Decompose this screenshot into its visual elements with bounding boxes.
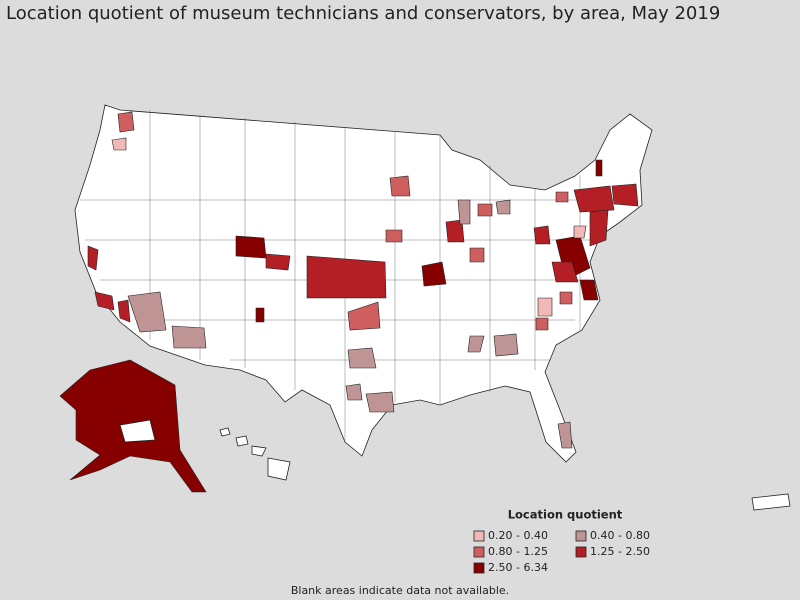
area xyxy=(493,333,519,357)
area xyxy=(127,291,167,333)
area xyxy=(385,229,403,243)
hawaii xyxy=(219,427,291,481)
legend: 0.20 - 0.40 0.40 - 0.80 0.80 - 1.25 1.25 - … xyxy=(473,529,650,574)
area xyxy=(537,297,553,317)
area xyxy=(117,299,131,323)
area xyxy=(595,159,603,177)
area xyxy=(469,247,485,263)
legend-swatch xyxy=(473,546,485,558)
area xyxy=(306,255,387,299)
legend-title: Location quotient xyxy=(508,508,623,522)
map-title: Location quotient of museum technicians … xyxy=(6,3,720,24)
legend-label: 0.80 - 1.25 xyxy=(488,545,548,558)
area xyxy=(87,245,99,271)
area xyxy=(94,291,115,311)
area xyxy=(347,301,381,331)
legend-label: 0.40 - 0.80 xyxy=(590,529,650,542)
puerto-rico xyxy=(751,493,791,511)
area xyxy=(495,199,511,215)
area xyxy=(389,175,411,197)
legend-swatch xyxy=(473,530,485,542)
legend-label: 0.20 - 0.40 xyxy=(488,529,548,542)
area xyxy=(533,225,551,245)
area xyxy=(171,325,207,349)
area xyxy=(559,291,573,305)
area xyxy=(255,307,265,323)
area xyxy=(557,421,573,449)
area xyxy=(347,347,377,369)
area xyxy=(535,317,549,331)
legend-label: 1.25 - 2.50 xyxy=(590,545,650,558)
area xyxy=(579,279,599,301)
area xyxy=(589,209,609,247)
area xyxy=(611,183,639,207)
area xyxy=(111,137,127,151)
area xyxy=(365,391,395,413)
area xyxy=(457,199,471,225)
shaded-areas xyxy=(87,111,639,449)
area xyxy=(467,335,485,353)
legend-swatch xyxy=(473,562,485,574)
area xyxy=(573,225,587,239)
legend-swatch xyxy=(575,530,587,542)
area xyxy=(555,191,569,203)
legend-label: 2.50 - 6.34 xyxy=(488,561,548,574)
legend-swatch xyxy=(575,546,587,558)
area xyxy=(551,261,579,283)
area xyxy=(235,235,267,259)
area xyxy=(345,383,363,401)
area xyxy=(265,253,291,271)
footnote: Blank areas indicate data not available. xyxy=(291,584,509,597)
area xyxy=(421,261,447,287)
alaska-blank-area xyxy=(119,419,156,443)
area xyxy=(573,185,615,213)
area xyxy=(477,203,493,217)
area xyxy=(445,219,465,243)
area xyxy=(117,111,135,133)
